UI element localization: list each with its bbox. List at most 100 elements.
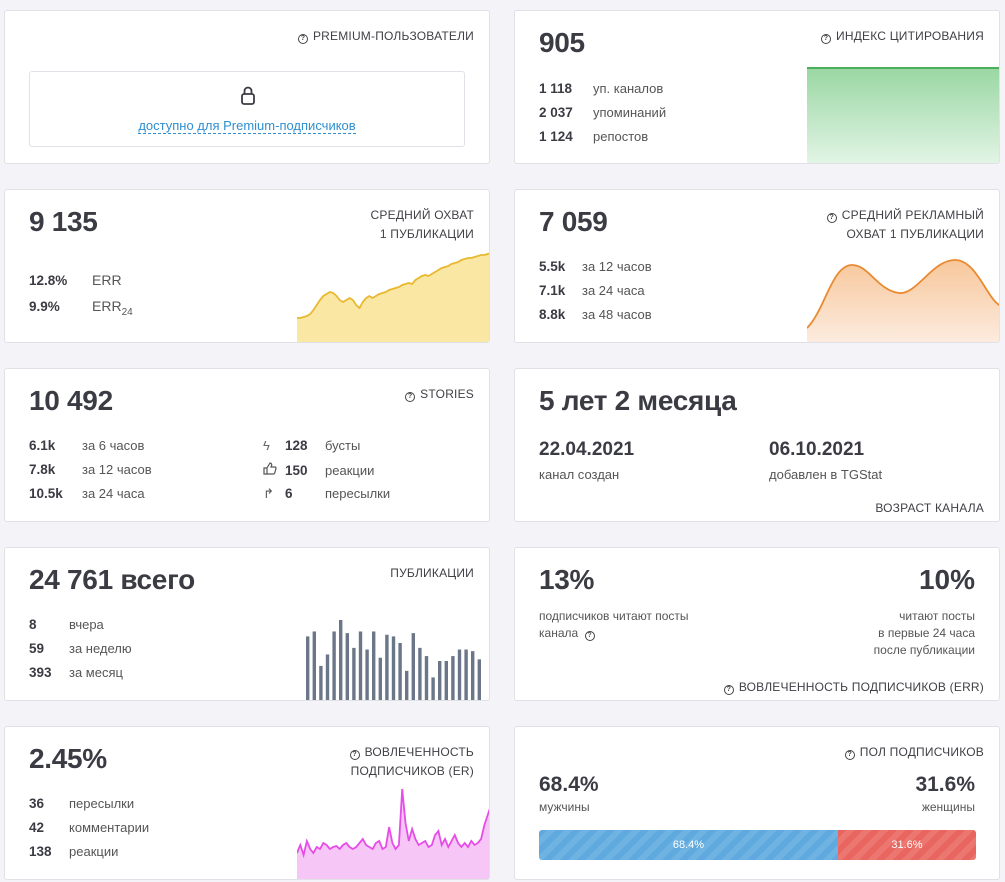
publications-row: 59 за неделю [29,641,132,656]
stories-row: 10.5k за 24 часа [29,486,145,501]
stories-row: 7.8k за 12 часов [29,462,152,477]
publication-bar [431,677,435,700]
publication-bar [477,659,481,700]
help-icon[interactable]: ? [826,213,837,223]
publications-chart [306,620,481,700]
male-label: мужчины [539,800,590,814]
ad-reach-row: 7.1k за 24 часа [539,283,645,298]
er-row: 42 комментарии [29,820,150,835]
er-line [297,788,489,859]
reach-value: 9 135 [29,206,98,237]
publication-bar [339,620,343,700]
publication-bar [325,654,330,700]
added-label: добавлен в TGStat [769,467,883,482]
lightning-icon: ϟ [263,438,270,453]
gender-card: ? ПОЛ ПОДПИСЧИКОВ 68.4% мужчины 31.6% жен… [514,726,1000,880]
premium-card: ? PREMIUM-ПОЛЬЗОВАТЕЛИ доступно для Premi… [4,10,490,164]
female-segment: 31.6% [837,830,976,860]
ad-reach-value: 7 059 [539,206,608,237]
publication-bar [405,670,409,700]
reach-line [297,252,489,319]
male-segment: 68.4% [539,830,838,860]
publication-bar [424,656,429,700]
publication-bar [352,647,356,700]
stories-boosts: ϟ 128 бусты [263,438,361,453]
publications-card: 24 761 всего ПУБЛИКАЦИИ 8 вчера 59 за неде… [4,547,490,701]
ad-reach-chart [807,259,999,342]
reach-card: 9 135 СРЕДНИЙ ОХВАТ 1 ПУБЛИКАЦИИ 12.8% ERR… [4,189,490,343]
publications-value: 24 761 всего [29,564,195,595]
ad-reach-title: ? СРЕДНИЙ РЕКЛАМНЫЙ ОХВАТ 1 ПУБЛИКАЦИИ [826,206,984,244]
stories-title: ? STORIES [405,385,474,404]
err-footer: ? ВОВЛЕЧЕННОСТЬ ПОДПИСЧИКОВ (ERR) [723,678,984,697]
publication-bar [385,634,389,700]
stories-value: 10 492 [29,385,113,416]
lock-icon [241,86,255,105]
premium-link[interactable]: доступно для Premium-подписчиков [138,118,356,134]
publications-row: 393 за месяц [29,665,123,680]
publication-bar [332,631,336,700]
female-label: женщины [921,800,975,814]
err-right-pct: 10% [918,564,975,595]
err-card: 13% подписчиков читают посты канала ? 10%… [514,547,1000,701]
publication-bar [471,651,475,700]
help-icon[interactable]: ? [584,631,595,641]
publication-bar [451,656,455,700]
err-left-desc: подписчиков читают посты канала ? [539,609,689,641]
publication-bar [411,633,415,700]
stories-card: 10 492 ? STORIES 6.1k за 6 часов 7.8k за 12… [4,368,490,522]
reach-row-err24: 9.9% ERR24 [29,298,133,318]
added-date: 06.10.2021 [769,439,865,460]
publication-bar [345,633,349,700]
gender-bar: 68.4% 31.6% [539,830,976,860]
publication-bar [358,631,363,700]
citation-chart [807,67,999,163]
er-chart [297,788,489,879]
err-left-pct: 13% [539,564,595,595]
publications-title: ПУБЛИКАЦИИ [390,566,474,580]
male-pct: 68.4% [539,773,599,796]
publication-bar [444,661,448,700]
thumbs-up-icon [263,462,285,478]
stories-forwards: ↱ 6 пересылки [263,486,391,501]
help-icon[interactable]: ? [821,34,832,44]
er-row: 36 пересылки [29,796,135,811]
premium-title: ? PREMIUM-ПОЛЬЗОВАТЕЛИ [297,27,474,46]
citation-row: 1 118 уп. каналов [539,81,664,96]
err-right-desc: читают посты в первые 24 часа после публик… [873,609,975,657]
forward-arrow-icon: ↱ [263,486,274,501]
created-label: канал создан [539,467,620,482]
stories-reactions: 150 реакции [263,462,374,478]
publication-bar [418,647,422,700]
er-area [297,789,489,879]
citation-value: 905 [539,27,585,58]
channel-age-card: 5 лет 2 месяца 22.04.2021 канал создан 0… [514,368,1000,522]
help-icon[interactable]: ? [405,392,416,402]
created-date: 22.04.2021 [539,439,635,460]
citation-row: 1 124 репостов [539,129,649,144]
er-card: 2.45% ? ВОВЛЕЧЕННОСТЬ ПОДПИСЧИКОВ (ER) 36 п… [4,726,490,880]
channel-age-value: 5 лет 2 месяца [539,385,737,416]
publication-bar [378,657,382,700]
publication-bar [306,636,310,700]
reach-chart [297,252,489,342]
er-row: 138 реакции [29,844,119,859]
citation-title: ? ИНДЕКС ЦИТИРОВАНИЯ [821,27,984,46]
publication-bar [312,631,316,700]
help-icon[interactable]: ? [723,685,734,695]
help-icon[interactable]: ? [844,750,855,760]
er-value: 2.45% [29,743,107,774]
publication-bar [457,649,462,700]
publication-bar [438,661,442,700]
citation-row: 2 037 упоминаний [539,105,667,120]
help-icon[interactable]: ? [297,34,308,44]
ad-reach-row: 5.5k за 12 часов [539,259,652,274]
reach-area [297,253,489,342]
ad-reach-row: 8.8k за 48 часов [539,307,652,322]
publication-bar [319,665,323,700]
citation-card: 905 ? ИНДЕКС ЦИТИРОВАНИЯ 1 118 уп. каналов… [514,10,1000,164]
ad-reach-line [807,259,999,329]
ad-reach-card: 7 059 ? СРЕДНИЙ РЕКЛАМНЫЙ ОХВАТ 1 ПУБЛИКАЦ… [514,189,1000,343]
stories-row: 6.1k за 6 часов [29,438,145,453]
help-icon[interactable]: ? [349,750,360,760]
